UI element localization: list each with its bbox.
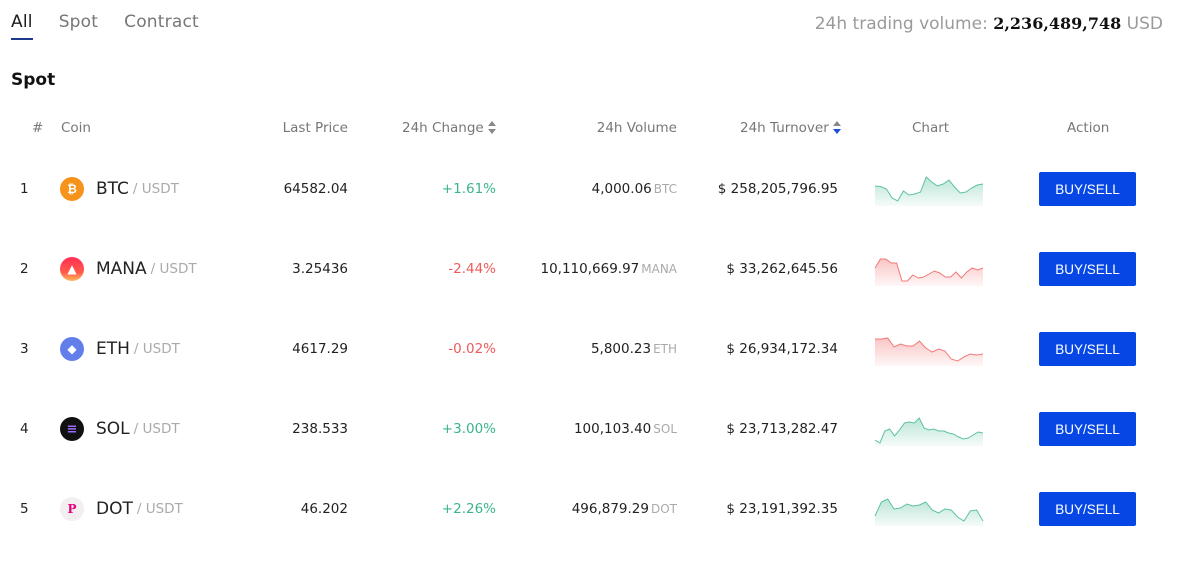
col-header-24h-turnover[interactable]: 24h Turnover — [740, 120, 841, 136]
coin-quote: / USDT — [133, 421, 180, 437]
row-index: 2 — [20, 261, 29, 277]
decentraland-icon: ▲ — [60, 257, 84, 281]
sparkline-chart — [874, 417, 984, 446]
sort-icon[interactable] — [487, 121, 496, 134]
row-index: 1 — [20, 181, 29, 197]
coin-symbol: BTC — [96, 179, 129, 199]
sort-desc-icon[interactable] — [832, 121, 841, 134]
buy-sell-button-sol[interactable]: BUY/SELL — [1039, 412, 1136, 446]
24h-volume: 100,103.40 SOL — [574, 421, 677, 437]
24h-change: +1.61% — [441, 181, 496, 197]
col-header-24h-change[interactable]: 24h Change — [402, 120, 496, 136]
24h-turnover: $ 23,191,392.35 — [726, 501, 838, 517]
volume-value: 4,000.06 — [591, 181, 652, 197]
24h-turnover: $ 26,934,172.34 — [726, 341, 838, 357]
buy-sell-button-dot[interactable]: BUY/SELL — [1039, 492, 1136, 526]
coin-quote: / USDT — [150, 261, 197, 277]
table-row-btc: 1 ₿ BTC / USDT 64582.04 +1.61% 4,000.06 B… — [0, 149, 1185, 229]
last-price: 46.202 — [300, 501, 348, 517]
ethereum-icon: ◆ — [60, 337, 84, 361]
col-header-action: Action — [1067, 120, 1110, 136]
buy-sell-button-mana[interactable]: BUY/SELL — [1039, 252, 1136, 286]
section-title: Spot — [11, 70, 56, 90]
col-header-24h-turnover-label: 24h Turnover — [740, 120, 829, 136]
trading-volume-unit: USD — [1126, 14, 1163, 34]
coin-symbol: SOL — [96, 419, 130, 439]
col-header-chart: Chart — [912, 120, 950, 136]
sparkline-chart — [874, 498, 984, 526]
volume-unit: MANA — [641, 262, 677, 276]
table-row-eth: 3 ◆ ETH / USDT 4617.29 -0.02% 5,800.23 ET… — [0, 309, 1185, 389]
polkadot-icon: P — [60, 497, 84, 521]
coin-symbol: MANA — [96, 259, 147, 279]
coin-quote: / USDT — [136, 501, 183, 517]
col-header-24h-change-label: 24h Change — [402, 120, 484, 136]
volume-value: 496,879.29 — [571, 501, 649, 517]
24h-turnover: $ 258,205,796.95 — [717, 181, 838, 197]
24h-volume: 5,800.23 ETH — [591, 341, 677, 357]
volume-unit: SOL — [653, 422, 677, 436]
tab-contract[interactable]: Contract — [124, 12, 199, 32]
24h-change: +3.00% — [441, 421, 496, 437]
volume-value: 100,103.40 — [573, 421, 652, 437]
coin-pair[interactable]: P DOT / USDT — [60, 497, 183, 521]
bitcoin-icon: ₿ — [60, 177, 84, 201]
24h-volume: 496,879.29 DOT — [572, 501, 677, 517]
volume-unit: DOT — [650, 502, 677, 516]
row-index: 4 — [20, 421, 29, 437]
row-index: 5 — [20, 501, 29, 517]
24h-change: -2.44% — [448, 261, 496, 277]
tab-all[interactable]: All — [11, 12, 33, 40]
coin-symbol: DOT — [96, 499, 133, 519]
buy-sell-button-btc[interactable]: BUY/SELL — [1039, 172, 1136, 206]
24h-change: -0.02% — [448, 341, 496, 357]
solana-icon: ≡ — [60, 417, 84, 441]
coin-quote: / USDT — [133, 341, 180, 357]
last-price: 238.533 — [292, 421, 348, 437]
volume-value: 5,800.23 — [590, 341, 652, 357]
24h-turnover: $ 23,713,282.47 — [726, 421, 838, 437]
volume-value: 10,110,669.97 — [540, 261, 640, 277]
volume-unit: BTC — [653, 182, 677, 196]
coin-symbol: ETH — [96, 339, 130, 359]
table-row-dot: 5 P DOT / USDT 46.202 +2.26% 496,879.29 D… — [0, 469, 1185, 549]
24h-volume: 4,000.06 BTC — [592, 181, 677, 197]
volume-unit: ETH — [653, 342, 677, 356]
coin-quote: / USDT — [132, 181, 179, 197]
sparkline-chart — [874, 258, 984, 286]
24h-change: +2.26% — [441, 501, 496, 517]
trading-volume-summary: 24h trading volume: 2,236,489,748 USD — [815, 14, 1163, 34]
col-header-last-price: Last Price — [282, 120, 348, 136]
last-price: 64582.04 — [283, 181, 348, 197]
24h-turnover: $ 33,262,645.56 — [726, 261, 838, 277]
buy-sell-button-eth[interactable]: BUY/SELL — [1039, 332, 1136, 366]
sparkline-chart — [875, 337, 984, 366]
tab-spot[interactable]: Spot — [58, 12, 99, 32]
coin-pair[interactable]: ▲ MANA / USDT — [60, 257, 197, 281]
coin-pair[interactable]: ≡ SOL / USDT — [60, 417, 180, 441]
sparkline-chart — [874, 176, 984, 206]
trading-volume-value: 2,236,489,748 — [993, 14, 1122, 33]
table-row-mana: 2 ▲ MANA / USDT 3.25436 -2.44% 10,110,66… — [0, 229, 1185, 309]
col-header-index: # — [32, 120, 44, 136]
col-header-24h-volume: 24h Volume — [596, 120, 677, 136]
market-tabs: All Spot Contract — [11, 12, 225, 40]
trading-volume-label: 24h trading volume: — [814, 14, 988, 34]
table-row-sol: 4 ≡ SOL / USDT 238.533 +3.00% 100,103.40… — [0, 389, 1185, 469]
coin-pair[interactable]: ₿ BTC / USDT — [60, 177, 179, 201]
last-price: 4617.29 — [292, 341, 348, 357]
col-header-coin: Coin — [61, 120, 91, 136]
24h-volume: 10,110,669.97 MANA — [540, 261, 677, 277]
row-index: 3 — [20, 341, 29, 357]
last-price: 3.25436 — [292, 261, 348, 277]
coin-pair[interactable]: ◆ ETH / USDT — [60, 337, 180, 361]
